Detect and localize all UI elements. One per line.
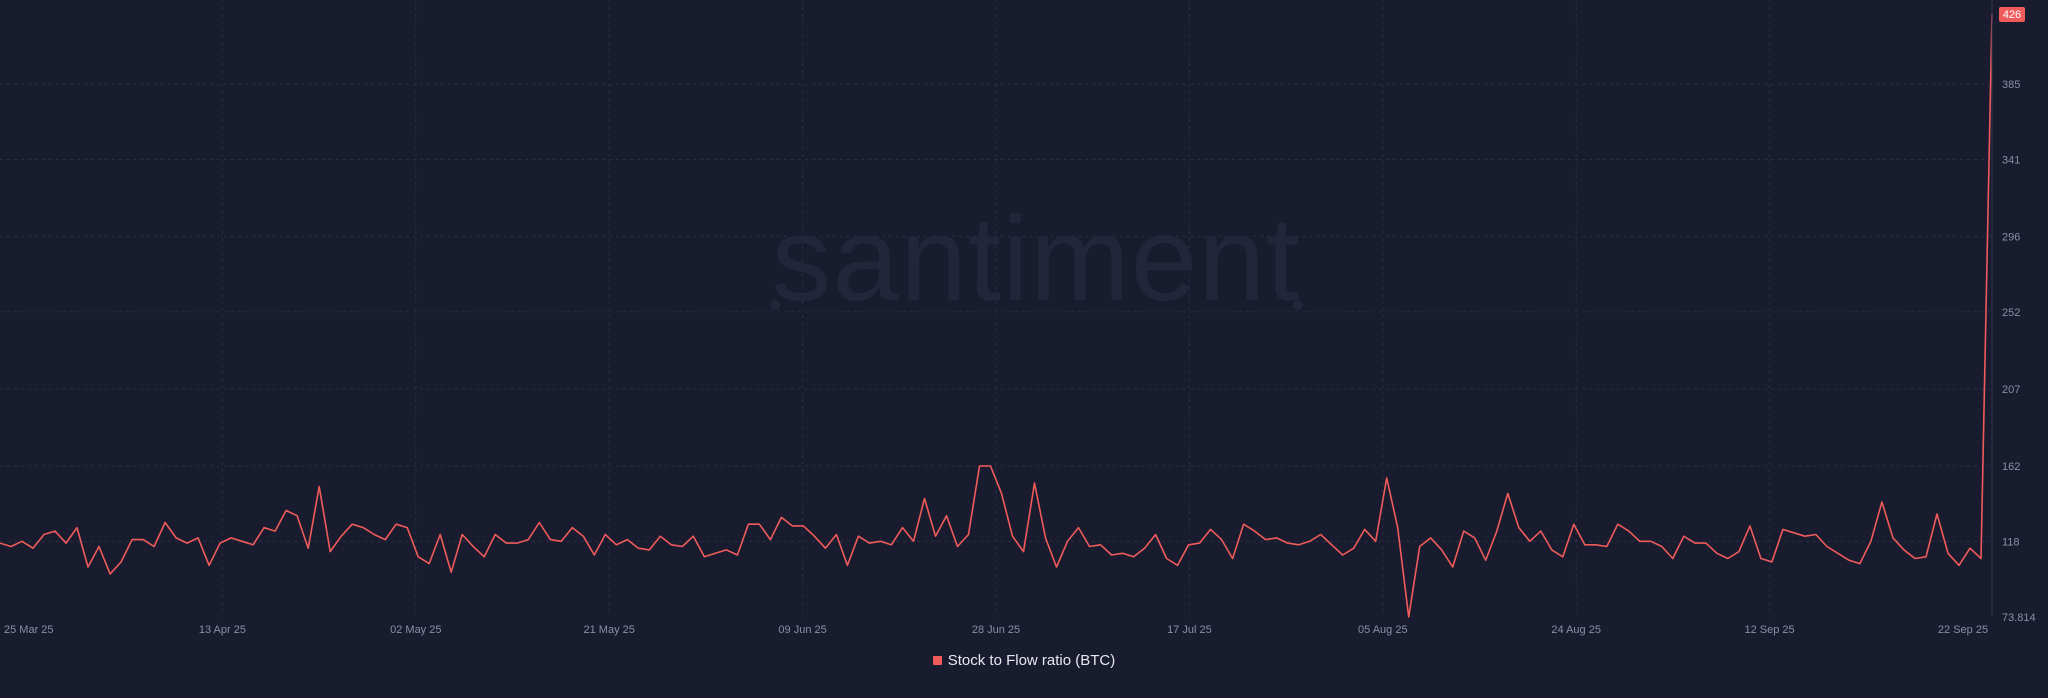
x-tick-label: 21 May 25	[584, 624, 635, 636]
x-tick-label: 09 Jun 25	[778, 624, 826, 636]
series-line-0	[0, 13, 1993, 618]
watermark-text: santiment	[771, 192, 1300, 326]
y-tick-label: 118	[2002, 536, 2020, 548]
y-tick-label: 207	[2002, 384, 2020, 396]
y-axis: 73.814 118 162 207 252 296 341 385 426	[1991, 0, 2036, 624]
y-tick-label: 341	[2002, 155, 2020, 167]
last-value-badge	[1999, 7, 2025, 22]
x-tick-label: 17 Jul 25	[1167, 624, 1212, 636]
x-axis: 25 Mar 25 13 Apr 25 02 May 25 21 May 25 09 J…	[4, 624, 1988, 636]
x-tick-label: 25 Mar 25	[4, 624, 54, 636]
x-tick-label: 12 Sep 25	[1745, 624, 1795, 636]
x-tick-label: 02 May 25	[390, 624, 441, 636]
legend-label: Stock to Flow ratio (BTC)	[947, 652, 1116, 669]
y-tick-label: 385	[2002, 79, 2020, 91]
y-tick-label: 252	[2002, 307, 2020, 319]
x-tick-label: 13 Apr 25	[199, 624, 246, 636]
series-layer	[0, 13, 1993, 618]
x-tick-label: 24 Aug 25	[1551, 624, 1601, 636]
grid	[0, 0, 1992, 617]
last-value-label: 426	[2003, 9, 2021, 21]
y-tick-label: 162	[2002, 461, 2020, 473]
x-tick-label: 05 Aug 25	[1358, 624, 1408, 636]
watermark-dot-right	[1293, 300, 1303, 310]
x-tick-label: 28 Jun 25	[972, 624, 1020, 636]
x-tick-label: 22 Sep 25	[1938, 624, 1988, 636]
legend-swatch	[932, 656, 942, 665]
legend[interactable]: Stock to Flow ratio (BTC)	[0, 652, 2048, 669]
watermark-dot-left	[770, 300, 780, 310]
y-tick-label: 73.814	[2002, 612, 2036, 624]
y-tick-label: 296	[2002, 232, 2020, 244]
